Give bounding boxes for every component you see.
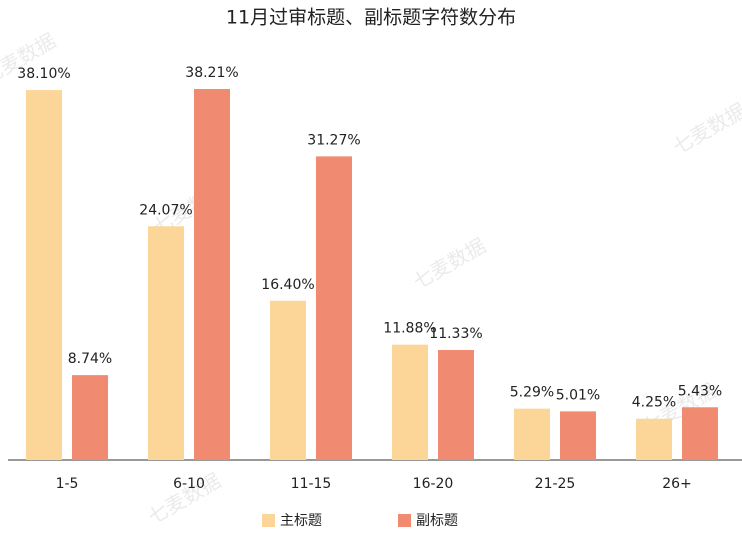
- value-label: 4.25%: [632, 395, 676, 411]
- value-label: 11.33%: [429, 326, 482, 342]
- bar: [438, 349, 474, 460]
- bar: [514, 408, 550, 460]
- bar: [72, 375, 108, 460]
- bar: [148, 226, 184, 460]
- value-label: 38.21%: [185, 65, 238, 81]
- legend-swatch: [262, 514, 275, 527]
- x-tick-label: 21-25: [535, 476, 576, 492]
- value-label: 5.01%: [556, 387, 600, 403]
- bar: [636, 418, 672, 460]
- value-label: 38.10%: [17, 66, 70, 82]
- value-label: 16.40%: [261, 277, 314, 293]
- watermark: 七麦数据: [669, 98, 742, 159]
- x-tick-label: 11-15: [291, 476, 332, 492]
- legend-swatch: [398, 514, 411, 527]
- bar: [682, 407, 718, 460]
- bar: [194, 89, 230, 460]
- bar: [316, 156, 352, 461]
- x-tick-label: 16-20: [413, 476, 454, 492]
- value-label: 5.29%: [510, 385, 554, 401]
- x-tick-label: 1-5: [56, 476, 79, 492]
- bar: [26, 90, 62, 460]
- legend-label: 副标题: [416, 513, 458, 529]
- bar: [392, 344, 428, 460]
- chart-title: 11月过审标题、副标题字符数分布: [226, 7, 516, 29]
- bar: [560, 411, 596, 460]
- value-label: 31.27%: [307, 132, 360, 148]
- x-tick-label: 26+: [662, 476, 692, 492]
- value-label: 8.74%: [68, 351, 112, 367]
- value-label: 5.43%: [678, 383, 722, 399]
- legend-label: 主标题: [280, 513, 322, 529]
- x-tick-label: 6-10: [173, 476, 205, 492]
- value-label: 11.88%: [383, 321, 436, 337]
- bar: [270, 300, 306, 460]
- value-label: 24.07%: [139, 202, 192, 218]
- watermark: 七麦数据: [409, 233, 490, 294]
